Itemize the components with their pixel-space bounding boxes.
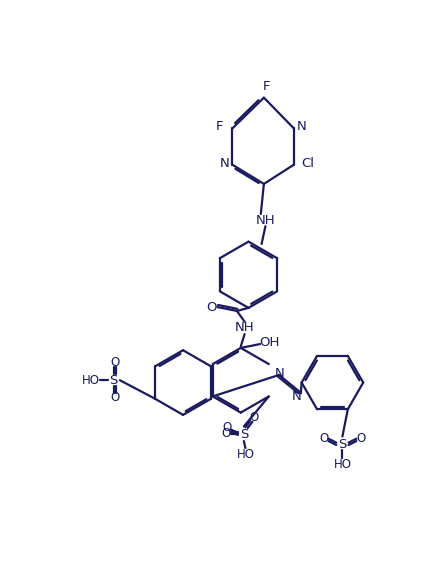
Text: O: O (110, 392, 119, 405)
Text: S: S (338, 438, 346, 451)
Text: Cl: Cl (301, 157, 314, 170)
Text: O: O (206, 300, 217, 314)
Text: N: N (292, 390, 302, 403)
Text: F: F (262, 80, 270, 93)
Text: N: N (297, 120, 306, 133)
Text: N: N (220, 157, 229, 170)
Text: O: O (249, 411, 258, 424)
Text: HO: HO (237, 449, 255, 462)
Text: S: S (109, 374, 118, 387)
Text: N: N (274, 367, 284, 380)
Text: O: O (221, 427, 231, 440)
Text: O: O (356, 431, 365, 445)
Text: F: F (216, 120, 224, 133)
Text: OH: OH (259, 336, 280, 349)
Text: HO: HO (333, 458, 352, 471)
Text: O: O (319, 431, 328, 445)
Text: O: O (110, 356, 119, 369)
Text: HO: HO (82, 374, 100, 387)
Text: S: S (240, 428, 248, 441)
Text: NH: NH (256, 214, 275, 227)
Text: O: O (222, 421, 232, 434)
Text: NH: NH (235, 321, 254, 335)
